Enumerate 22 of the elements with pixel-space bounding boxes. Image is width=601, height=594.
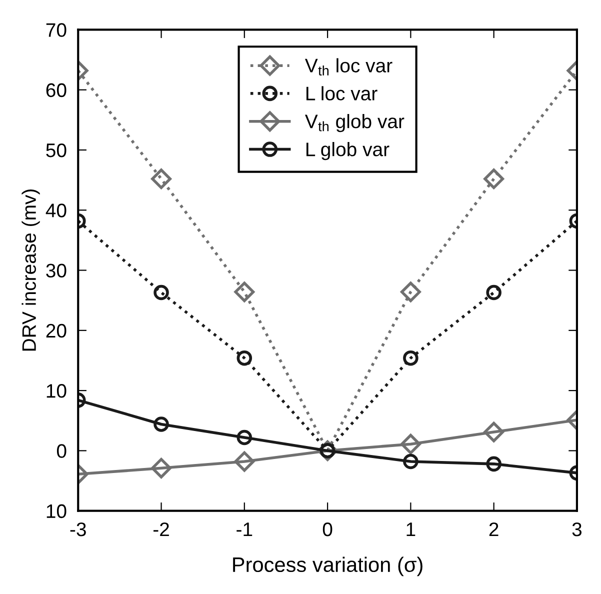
y-tick-label: 0	[56, 444, 66, 458]
legend-label: L loc var	[306, 86, 378, 100]
x-tick-label: -3	[70, 522, 86, 536]
y-tick-label: 70	[46, 23, 66, 37]
y-tick-label: 50	[46, 143, 66, 158]
y-tick-label: 60	[46, 83, 66, 98]
legend-label: V$_{th}$ glob var	[304, 114, 404, 132]
x-tick-label: -1	[236, 522, 252, 536]
x-tick-label: 2	[489, 522, 498, 536]
y-tick-label: 40	[46, 204, 66, 218]
y-tick-label: 20	[46, 324, 66, 338]
y-tick-label: 10	[46, 384, 66, 398]
y-axis-title: DRV increase (mv)	[22, 190, 40, 351]
y-tick-label: 30	[46, 264, 66, 278]
x-tick-label: 1	[406, 522, 416, 536]
y-tick-label: 10	[46, 504, 66, 518]
x-tick-label: -2	[153, 522, 169, 536]
x-axis-title: Process variation (σ)	[233, 556, 422, 576]
x-tick-label: 0	[322, 522, 332, 536]
x-tick-label: 3	[572, 522, 582, 536]
legend-label: L glob var	[306, 142, 390, 160]
legend-label: V$_{th}$ loc var	[304, 58, 392, 76]
